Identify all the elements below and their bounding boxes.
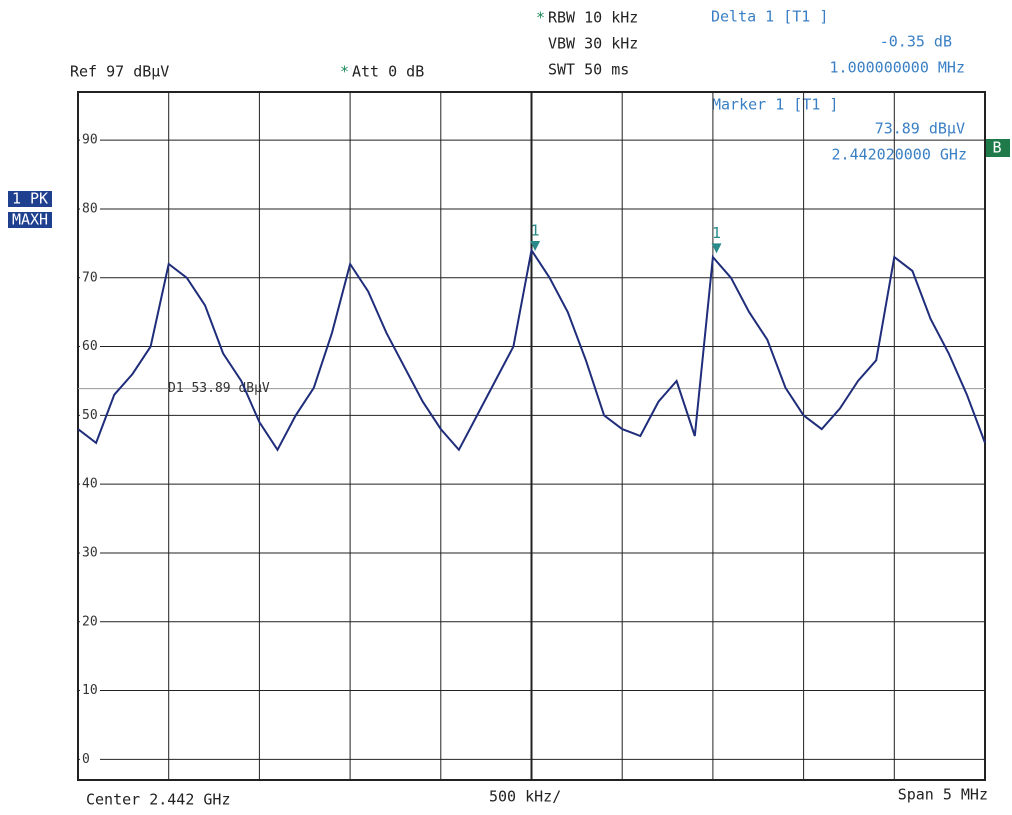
y-tick-label: 20 xyxy=(82,614,98,629)
marker-label: 1 xyxy=(712,224,721,242)
tick-label-bg xyxy=(80,133,100,148)
marker-label: 1 xyxy=(531,221,540,239)
star-icon: * xyxy=(340,63,349,81)
per-division: 500 kHz/ xyxy=(489,788,561,806)
swt: SWT 50 ms xyxy=(548,61,629,79)
tick-label-bg xyxy=(80,339,100,354)
ref-level: Ref 97 dBµV xyxy=(70,63,169,81)
tick-label-bg xyxy=(80,201,100,216)
y-tick-label: 10 xyxy=(82,683,98,698)
star-icon: * xyxy=(536,9,545,27)
y-tick-label: 50 xyxy=(82,408,98,423)
tick-label-bg xyxy=(80,408,100,423)
marker xyxy=(530,240,541,251)
delta-freq: 1.000000000 MHz xyxy=(830,59,965,77)
y-tick-label: 30 xyxy=(82,545,98,560)
marker-level: 73.89 dBµV xyxy=(875,120,965,138)
tick-label-bg xyxy=(80,614,100,629)
delta-title: Delta 1 [T1 ] xyxy=(711,8,828,26)
center-label: Center 2.442 GHz xyxy=(86,791,231,809)
y-tick-label: 0 xyxy=(82,752,90,767)
marker xyxy=(711,243,722,254)
display-line-label: D1 53.89 dBµV xyxy=(168,381,270,396)
marker-title: Marker 1 [T1 ] xyxy=(712,96,838,114)
tick-label-bg xyxy=(80,683,100,698)
y-tick-label: 40 xyxy=(82,477,98,492)
y-tick-label: 70 xyxy=(82,270,98,285)
vbw: VBW 30 kHz xyxy=(548,35,638,53)
tick-label-bg xyxy=(80,752,100,767)
badge: B xyxy=(992,139,1001,157)
trace-label-box xyxy=(8,191,52,207)
y-tick-label: 80 xyxy=(82,201,98,216)
y-tick-label: 90 xyxy=(82,133,98,148)
trace-label: 1 PK xyxy=(12,190,48,208)
span-label: Span 5 MHz xyxy=(898,786,988,804)
delta-level: -0.35 dB xyxy=(880,33,952,51)
badge-box xyxy=(984,139,1010,157)
tick-label-bg xyxy=(80,545,100,560)
rbw: RBW 10 kHz xyxy=(548,9,638,27)
trace-label: MAXH xyxy=(12,211,48,229)
tick-label-bg xyxy=(80,477,100,492)
attenuation: Att 0 dB xyxy=(352,63,424,81)
marker-freq: 2.442020000 GHz xyxy=(832,146,967,164)
tick-label-bg xyxy=(80,270,100,285)
trace xyxy=(77,247,986,452)
trace-label-box xyxy=(8,212,52,228)
y-tick-label: 60 xyxy=(82,339,98,354)
